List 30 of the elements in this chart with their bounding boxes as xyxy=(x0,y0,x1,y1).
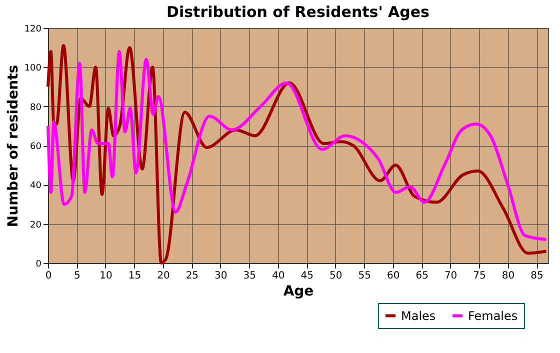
x-tick-label: 5 xyxy=(74,270,80,282)
x-tick-label: 35 xyxy=(243,270,256,282)
x-tick-label: 10 xyxy=(100,270,112,282)
x-tick-label: 85 xyxy=(530,270,544,282)
y-axis-title: Number of residents xyxy=(5,64,22,228)
x-tick-label: 55 xyxy=(358,270,371,282)
y-tick-label: 100 xyxy=(24,64,42,74)
x-tick-label: 0 xyxy=(45,270,52,282)
x-tick-label: 50 xyxy=(329,270,342,282)
x-tick-label: 20 xyxy=(157,270,170,282)
x-tick-label: 40 xyxy=(272,270,285,282)
legend-label: Males xyxy=(401,308,436,323)
x-tick-label: 15 xyxy=(128,270,142,282)
x-tick-label: 30 xyxy=(214,270,228,282)
y-tick-label: 40 xyxy=(30,181,42,192)
y-tick-label: 120 xyxy=(24,24,42,34)
x-tick-label: 45 xyxy=(300,270,314,282)
x-tick-label: 70 xyxy=(444,270,458,282)
x-tick-label: 60 xyxy=(386,270,400,282)
x-tick-label: 80 xyxy=(502,270,515,282)
chart-title: Distribution of Residents' Ages xyxy=(166,3,430,21)
legend-label: Females xyxy=(468,308,518,323)
x-axis-title: Age xyxy=(283,284,314,300)
x-tick-label: 75 xyxy=(473,270,486,282)
y-tick-label: 0 xyxy=(36,260,42,270)
x-tick-label: 25 xyxy=(186,270,199,282)
y-tick-label: 20 xyxy=(30,220,42,230)
x-tick-label: 65 xyxy=(416,270,428,282)
y-tick-label: 80 xyxy=(30,102,42,113)
y-tick-label: 60 xyxy=(30,142,42,152)
